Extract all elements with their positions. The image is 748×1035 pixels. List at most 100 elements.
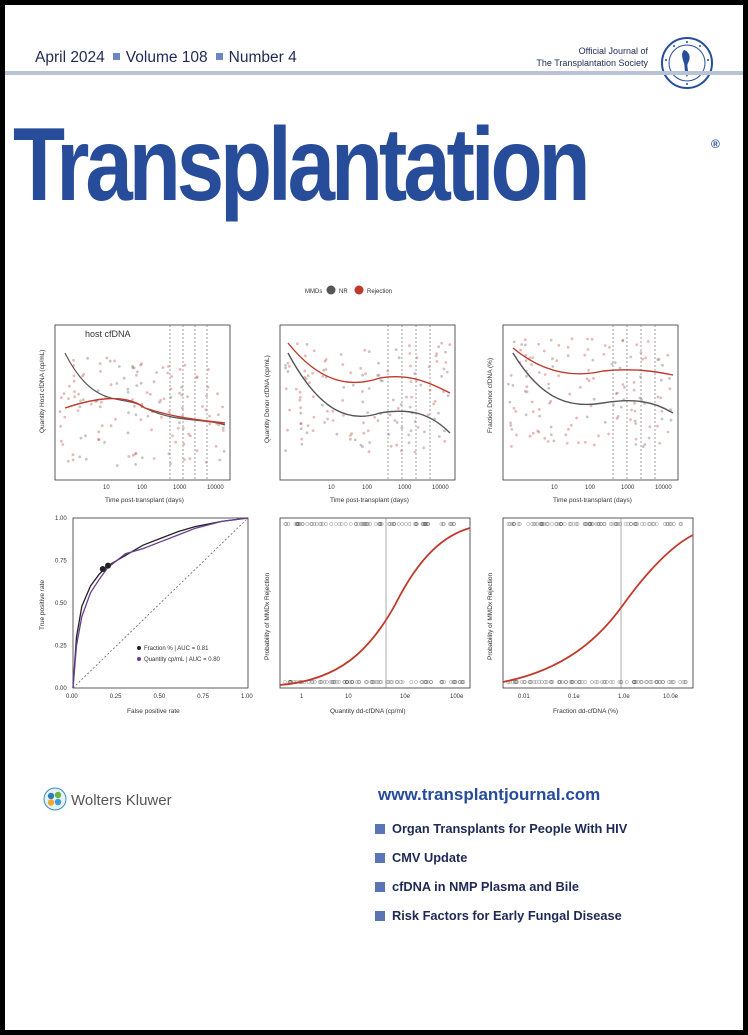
rug-point bbox=[599, 522, 604, 526]
scatter-point bbox=[362, 431, 366, 435]
scatter-point bbox=[509, 421, 512, 425]
website-link[interactable]: www.transplantjournal.com bbox=[378, 785, 601, 804]
rug-point bbox=[373, 522, 378, 526]
rug-point bbox=[583, 522, 587, 526]
scatter-point bbox=[367, 350, 371, 353]
x-tick: 1000 bbox=[621, 485, 635, 491]
scatter-point bbox=[207, 368, 210, 371]
scatter-point bbox=[361, 400, 365, 404]
scatter-point bbox=[432, 402, 436, 406]
x-tick: 100 bbox=[585, 485, 596, 491]
scatter-point bbox=[134, 463, 137, 466]
rug-point bbox=[365, 680, 369, 684]
issue-date: April 2024 bbox=[35, 49, 105, 66]
scatter-point bbox=[139, 381, 143, 385]
rug-point bbox=[335, 680, 339, 684]
journal-cover: April 2024 Volume 108 Number 4 Official Jo… bbox=[5, 5, 743, 1030]
rug-point bbox=[300, 522, 305, 526]
scatter-point bbox=[167, 410, 171, 414]
scatter-point bbox=[86, 356, 89, 360]
scatter-point bbox=[407, 441, 411, 445]
scatter-point bbox=[286, 361, 290, 365]
scatter-point bbox=[508, 400, 512, 404]
rug-point bbox=[560, 680, 564, 684]
headline-item[interactable]: CMV Update bbox=[375, 850, 467, 865]
scatter-point bbox=[148, 392, 152, 396]
x-tick: 10 bbox=[103, 485, 110, 491]
bullet-square bbox=[375, 882, 385, 892]
scatter-point bbox=[644, 356, 647, 360]
scatter-point bbox=[79, 436, 83, 440]
roc-legend-fraction: Fraction % | AUC = 0.81 bbox=[144, 646, 209, 652]
scatter-point bbox=[592, 443, 596, 447]
scatter-point bbox=[98, 405, 102, 409]
scatter-point bbox=[666, 353, 670, 357]
x-tick: 10e bbox=[400, 694, 411, 700]
scatter-point bbox=[349, 371, 353, 375]
headline-text: Risk Factors for Early Fungal Disease bbox=[392, 908, 622, 923]
scatter-point bbox=[530, 400, 534, 404]
panel-ylabel: Quantity Host cfDNA (cp/mL) bbox=[39, 350, 46, 433]
scatter-point bbox=[531, 356, 535, 359]
rug-points bbox=[506, 522, 688, 684]
x-tick: 0.01 bbox=[518, 694, 530, 700]
x-tick: 100 bbox=[362, 485, 373, 491]
scatter-point bbox=[519, 348, 522, 352]
scatter-point bbox=[294, 387, 298, 391]
scatter-point bbox=[361, 445, 364, 449]
rug-point bbox=[532, 680, 537, 684]
scatter-point bbox=[542, 349, 546, 353]
scatter-point bbox=[413, 372, 417, 376]
scatter-point bbox=[351, 383, 355, 387]
scatter-point bbox=[395, 443, 399, 447]
scatter-point bbox=[515, 433, 518, 437]
scatter-point bbox=[377, 361, 380, 365]
rug-point bbox=[584, 522, 589, 526]
scatter-point bbox=[161, 366, 165, 369]
scatter-point bbox=[577, 441, 580, 445]
scatter-point bbox=[342, 414, 345, 417]
rug-point bbox=[329, 522, 334, 526]
scatter-point bbox=[298, 396, 302, 399]
logistic-panel-quantity: Probability of MMDx Rejection 1 10 10e 1… bbox=[260, 510, 480, 720]
rug-point bbox=[511, 522, 516, 526]
scatter-point bbox=[549, 425, 553, 429]
scatter-point bbox=[585, 377, 589, 380]
scatter-point bbox=[100, 424, 104, 428]
headline-item[interactable]: cfDNA in NMP Plasma and Bile bbox=[375, 879, 579, 894]
scatter-point bbox=[405, 395, 408, 399]
scatter-point bbox=[585, 415, 589, 419]
rug-point bbox=[372, 680, 376, 684]
rug-point bbox=[332, 680, 337, 684]
rug-point bbox=[284, 522, 289, 526]
scatter-point bbox=[510, 428, 514, 431]
scatter-point bbox=[221, 426, 225, 430]
rug-point bbox=[357, 680, 362, 684]
rug-point bbox=[554, 522, 559, 526]
headline-item[interactable]: Risk Factors for Early Fungal Disease bbox=[375, 908, 622, 923]
headline-item[interactable]: Organ Transplants for People With HIV bbox=[375, 821, 627, 836]
panel-ylabel: Fraction Donor cfDNA (%) bbox=[487, 358, 494, 433]
roc-x-tick: 1.00 bbox=[241, 694, 253, 700]
scatter-point bbox=[568, 392, 572, 396]
roc-panel: True positive rate 0.00 0.00 0.25 0.25 0.50 0… bbox=[35, 510, 260, 720]
scatter-point bbox=[656, 424, 659, 428]
rug-point bbox=[314, 522, 319, 526]
scatter-point bbox=[376, 419, 380, 422]
scatter-point bbox=[615, 417, 619, 420]
scatter-point bbox=[342, 386, 346, 389]
roc-series-line bbox=[72, 517, 249, 689]
scatter-point bbox=[76, 409, 80, 412]
rug-point bbox=[655, 680, 659, 684]
scatter-point bbox=[386, 369, 390, 373]
panel-frame bbox=[54, 324, 231, 481]
scatter-point bbox=[635, 343, 639, 347]
trend-line-nr bbox=[287, 352, 451, 434]
scatter-point bbox=[359, 366, 363, 370]
rug-point bbox=[526, 522, 531, 526]
rug-point bbox=[354, 522, 358, 526]
scatter-point bbox=[321, 374, 325, 378]
publisher-name: Wolters Kluwer bbox=[71, 792, 172, 809]
scatter-point bbox=[284, 387, 288, 391]
x-tick: 1 bbox=[300, 694, 304, 700]
